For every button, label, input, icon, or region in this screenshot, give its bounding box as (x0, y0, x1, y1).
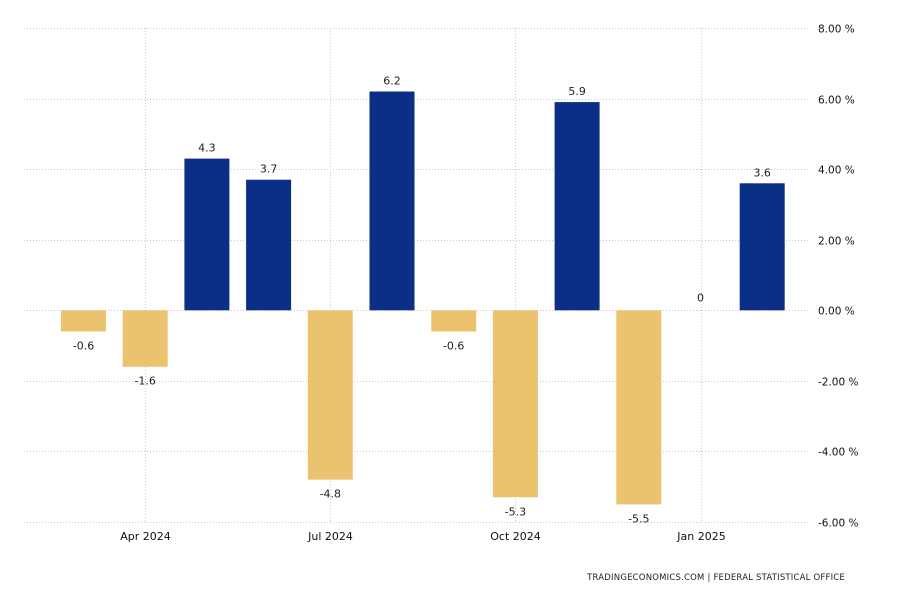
gridlines (24, 28, 808, 523)
y-tick-label: -2.00 % (818, 377, 859, 389)
x-tick-label: Apr 2024 (120, 530, 171, 543)
x-axis: Apr 2024 Jul 2024 Oct 2024 Jan 2025 (120, 530, 725, 543)
bar-value-label: 3.6 (753, 166, 771, 179)
bar (369, 91, 415, 311)
bar-value-label: -0.6 (73, 340, 94, 353)
bar (616, 310, 662, 505)
bar (307, 310, 353, 480)
bar-value-label: 5.9 (568, 85, 586, 98)
y-tick-label: 2.00 % (818, 236, 855, 248)
bar (431, 310, 477, 332)
bar-value-label: -5.5 (628, 512, 649, 525)
bar (184, 158, 230, 311)
bar-value-label: 4.3 (198, 142, 216, 155)
bar-value-label: -5.3 (505, 505, 526, 518)
x-tick-label: Oct 2024 (490, 530, 541, 543)
bar (246, 179, 292, 311)
bar-value-label: 0 (697, 291, 704, 304)
y-tick-label: 8.00 % (818, 24, 855, 36)
bar (492, 310, 538, 498)
bar-value-label: -0.6 (443, 340, 464, 353)
y-tick-label: -4.00 % (818, 447, 859, 459)
y-tick-label: 4.00 % (818, 165, 855, 177)
x-tick-label: Jan 2025 (676, 530, 725, 543)
bar-value-label: 6.2 (383, 75, 401, 88)
bar (61, 310, 106, 332)
y-tick-label: 6.00 % (818, 95, 855, 107)
bar-value-label: 3.7 (260, 163, 278, 176)
y-axis: 8.00 % 6.00 % 4.00 % 2.00 % 0.00 % -2.00 % -4.… (818, 24, 859, 530)
bar-value-label: -1.6 (134, 375, 155, 388)
y-tick-label: 0.00 % (818, 306, 855, 318)
data-labels: -0.6 -1.6 4.3 3.7 -4.8 6.2 -0.6 -5.3 5.9 -5.5 0 3.6 (73, 75, 771, 526)
source-credit: TRADINGECONOMICS.COM | FEDERAL STATISTIC… (586, 573, 845, 583)
bar (122, 310, 168, 367)
bar (554, 102, 600, 311)
bar (739, 183, 785, 311)
x-tick-label: Jul 2024 (307, 530, 353, 543)
bar-value-label: -4.8 (320, 488, 341, 501)
y-tick-label: -6.00 % (818, 518, 859, 530)
bars (61, 91, 785, 505)
